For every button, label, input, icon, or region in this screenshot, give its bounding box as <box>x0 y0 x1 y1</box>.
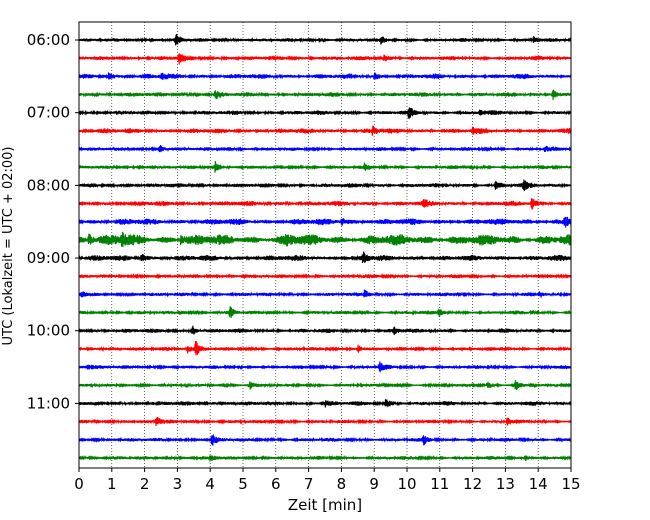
x-tick-label: 7 <box>304 475 314 493</box>
seismic-trace <box>78 380 572 390</box>
y-tick-label: 08:00 <box>27 176 70 194</box>
seismic-trace <box>78 306 572 318</box>
seismic-trace <box>78 161 572 173</box>
x-axis-label: Zeit [min] <box>288 496 362 514</box>
seismic-trace <box>78 125 572 136</box>
x-tick-label: 13 <box>496 475 515 493</box>
y-tick-label: 10:00 <box>27 322 70 340</box>
seismic-trace <box>78 198 572 210</box>
y-tick-label: 11:00 <box>27 394 70 412</box>
seismic-trace <box>78 325 572 335</box>
seismic-trace <box>78 216 572 228</box>
seismic-trace <box>78 434 572 446</box>
seismic-trace <box>78 399 572 408</box>
x-tick-label: 1 <box>107 475 117 493</box>
y-axis-label: UTC (Lokalzeit = UTC + 02:00) <box>1 147 16 346</box>
seismic-trace <box>78 289 572 298</box>
seismic-traces <box>78 33 572 462</box>
x-tick-label: 11 <box>430 475 449 493</box>
x-tick-label: 10 <box>397 475 416 493</box>
x-tick-label: 2 <box>140 475 150 493</box>
seismic-trace <box>78 454 572 462</box>
x-tick-label: 12 <box>463 475 482 493</box>
vertical-grid <box>111 22 539 468</box>
y-tick-label: 09:00 <box>27 249 70 267</box>
seismic-trace <box>78 179 572 192</box>
x-tick-label: 15 <box>561 475 580 493</box>
seismic-trace <box>78 144 572 153</box>
x-tick-label: 6 <box>271 475 281 493</box>
y-axis-ticks: 06:00 07:00 08:00 09:00 10:00 11:00 <box>27 31 79 412</box>
seismic-trace <box>78 33 572 46</box>
x-tick-label: 8 <box>337 475 347 493</box>
seismic-trace <box>78 89 572 101</box>
x-axis-ticks: 0 1 2 3 4 5 6 7 8 9 10 11 12 13 14 15 <box>74 468 581 493</box>
seismic-trace <box>78 107 572 120</box>
x-tick-label: 4 <box>205 475 215 493</box>
x-tick-label: 5 <box>238 475 248 493</box>
seismic-trace <box>78 361 572 373</box>
y-tick-label: 07:00 <box>27 104 70 122</box>
seismic-trace <box>78 72 572 80</box>
seismic-trace <box>78 340 572 356</box>
x-tick-label: 0 <box>74 475 84 493</box>
y-tick-label: 06:00 <box>27 31 70 49</box>
x-tick-label: 3 <box>173 475 183 493</box>
x-tick-label: 9 <box>369 475 379 493</box>
seismic-trace <box>78 417 572 426</box>
seismic-trace <box>78 231 572 247</box>
seismic-trace <box>78 273 572 280</box>
seismic-trace <box>78 53 572 65</box>
x-tick-label: 14 <box>529 475 548 493</box>
plot-frame <box>78 21 572 469</box>
seismic-trace <box>78 251 572 264</box>
